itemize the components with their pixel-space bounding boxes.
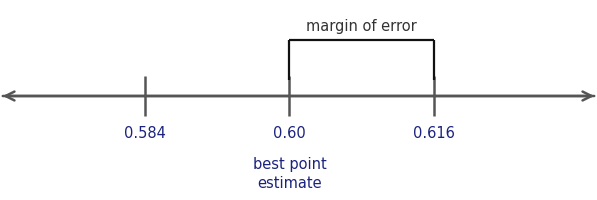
Text: margin of error: margin of error: [306, 19, 417, 34]
Text: 0.60: 0.60: [273, 127, 306, 142]
Text: best point
estimate: best point estimate: [253, 157, 327, 191]
Text: 0.584: 0.584: [124, 127, 165, 142]
Text: 0.616: 0.616: [413, 127, 455, 142]
